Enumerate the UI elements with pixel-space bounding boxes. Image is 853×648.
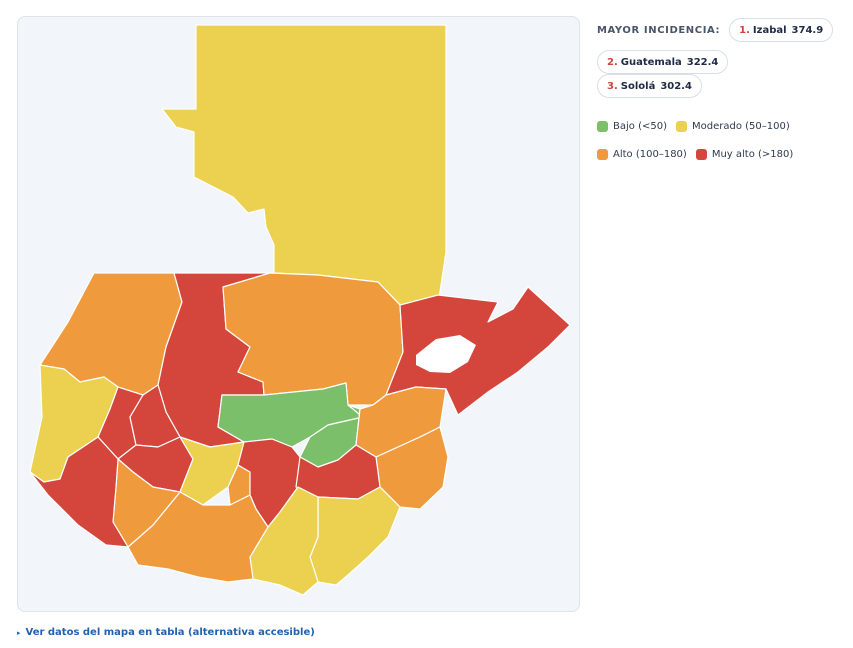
legend-swatch-alto <box>597 148 608 160</box>
legend-item-muy-alto: Muy alto (>180) <box>695 148 794 160</box>
rank-name: Guatemala <box>620 56 682 68</box>
guatemala-map-svg <box>29 24 571 596</box>
info-panel: MAYOR INCIDENCIA: 1. Izabal 374.9 2. Gua… <box>597 18 847 160</box>
lake-izabal <box>416 335 476 373</box>
legend-swatch-bajo <box>597 120 608 132</box>
rank-chip-3[interactable]: 3. Sololá 302.4 <box>597 74 702 98</box>
legend-item-bajo: Bajo (<50) <box>597 120 667 132</box>
rank-number: 1. <box>739 24 750 36</box>
region-peten[interactable] <box>161 24 447 306</box>
rank-value: 374.9 <box>791 24 824 36</box>
legend-label: Moderado (50–100) <box>691 120 790 132</box>
legend-row-1: Bajo (<50) Moderado (50–100) <box>597 118 802 134</box>
region-escuintla[interactable] <box>127 491 269 583</box>
table-link-label: Ver datos del mapa en tabla (alternativa… <box>25 627 315 638</box>
view-table-link[interactable]: ▸ Ver datos del mapa en tabla (alternativ… <box>17 627 315 638</box>
rank-chip-2[interactable]: 2. Guatemala 322.4 <box>597 50 729 74</box>
rank-number: 3. <box>607 80 618 92</box>
rank-value: 322.4 <box>686 56 719 68</box>
rank-value: 302.4 <box>660 80 692 92</box>
ranking-title: MAYOR INCIDENCIA: <box>597 24 721 36</box>
legend-label: Alto (100–180) <box>613 148 687 160</box>
ranking-row-1: MAYOR INCIDENCIA: 1. Izabal 374.9 <box>597 18 847 42</box>
legend-swatch-moderado <box>675 120 687 132</box>
rank-name: Izabal <box>752 24 787 36</box>
legend-row-2: Alto (100–180) Muy alto (>180) <box>597 146 802 162</box>
legend-label: Muy alto (>180) <box>711 148 794 160</box>
legend-swatch-muy-alto <box>695 148 707 160</box>
ranking-row-2: 2. Guatemala 322.4 3. Sololá 302.4 <box>597 50 847 98</box>
legend-item-alto: Alto (100–180) <box>597 148 687 160</box>
map-legend: Bajo (<50) Moderado (50–100) Alto (100–1… <box>597 118 802 174</box>
legend-label: Bajo (<50) <box>613 120 667 132</box>
disclosure-triangle-icon: ▸ <box>17 629 21 637</box>
rank-chip-1[interactable]: 1. Izabal 374.9 <box>729 18 834 42</box>
legend-item-moderado: Moderado (50–100) <box>675 120 790 132</box>
region-retalhuleu[interactable] <box>29 436 129 548</box>
rank-number: 2. <box>607 56 618 68</box>
choropleth-map <box>17 16 580 612</box>
region-jutiapa[interactable] <box>309 486 401 586</box>
rank-name: Sololá <box>620 80 656 92</box>
